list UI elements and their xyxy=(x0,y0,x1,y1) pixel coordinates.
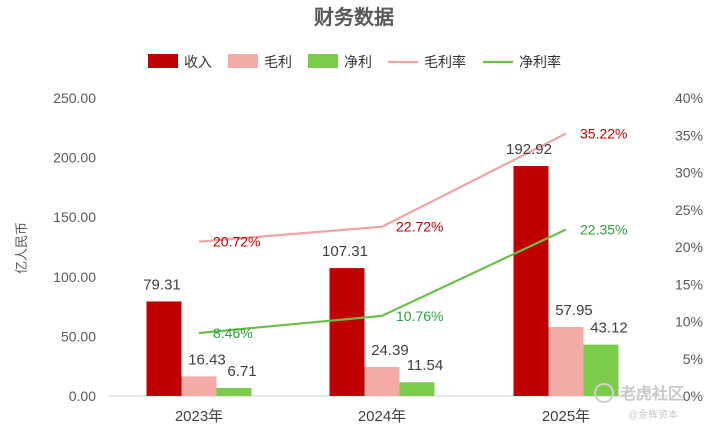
line-value-label: 10.76% xyxy=(396,308,443,324)
watermark-logo-icon xyxy=(594,383,614,403)
bars xyxy=(146,166,619,396)
bar-value-label: 11.54 xyxy=(407,357,443,374)
left-tick-label: 150.00 xyxy=(53,209,96,225)
bar-value-label: 107.31 xyxy=(322,243,368,260)
legend-swatch xyxy=(228,54,258,68)
y-axis-label: 亿人民币 xyxy=(14,222,29,274)
chart-title: 财务数据 xyxy=(314,5,394,29)
legend-swatch xyxy=(308,54,338,68)
right-tick-label: 10% xyxy=(675,314,703,330)
bar-净利 xyxy=(583,344,619,396)
bar-value-label: 16.43 xyxy=(188,351,226,368)
right-tick-label: 0% xyxy=(683,388,703,404)
left-tick-label: 100.00 xyxy=(53,269,96,285)
bar-毛利 xyxy=(548,326,584,396)
legend-label: 毛利率 xyxy=(424,54,466,70)
bar-收入 xyxy=(513,166,549,396)
line-净利率 xyxy=(198,228,567,335)
watermark-text: 老虎社区 xyxy=(619,384,684,403)
bar-收入 xyxy=(146,301,182,396)
legend-label: 毛利 xyxy=(264,54,292,70)
x-category-label: 2025年 xyxy=(542,408,590,425)
right-tick-label: 30% xyxy=(675,165,703,181)
right-tick-label: 15% xyxy=(675,276,703,292)
bar-value-label: 79.31 xyxy=(143,276,181,293)
right-tick-label: 20% xyxy=(675,239,703,255)
left-tick-label: 200.00 xyxy=(53,150,96,166)
x-category-label: 2023年 xyxy=(175,408,223,425)
lines xyxy=(198,132,567,335)
line-value-label: 22.72% xyxy=(396,219,443,235)
line-value-label: 8.46% xyxy=(213,325,253,341)
data-labels: 79.31 107.31 192.92 16.43 24.39 57.95 6.71 11.5… xyxy=(143,126,628,380)
left-axis-ticks: 0.00 50.00 100.00 150.00 200.00 250.00 xyxy=(53,90,96,404)
bar-毛利 xyxy=(364,366,400,396)
legend-label: 净利率 xyxy=(519,54,561,70)
watermark-sub: @金辉资本 xyxy=(628,408,678,421)
line-value-label: 35.22% xyxy=(580,126,627,142)
bar-净利 xyxy=(399,382,435,396)
bar-净利 xyxy=(216,388,252,396)
right-tick-label: 25% xyxy=(675,202,703,218)
left-tick-label: 0.00 xyxy=(69,388,96,404)
right-tick-label: 40% xyxy=(675,90,703,106)
bar-value-label: 192.92 xyxy=(506,141,552,158)
bar-value-label: 57.95 xyxy=(555,302,593,319)
legend-swatch xyxy=(148,54,178,68)
line-value-label: 22.35% xyxy=(580,221,627,237)
line-毛利率 xyxy=(198,132,567,243)
watermark: 老虎社区 @金辉资本 xyxy=(594,383,684,421)
right-axis-ticks: 0% 5% 10% 15% 20% 25% 30% 35% 40% xyxy=(675,90,703,404)
right-tick-label: 5% xyxy=(683,351,703,367)
left-tick-label: 50.00 xyxy=(61,328,96,344)
legend: 收入 毛利 净利 毛利率 净利率 xyxy=(148,54,561,70)
bar-value-label: 24.39 xyxy=(371,342,409,359)
left-tick-label: 250.00 xyxy=(53,90,96,106)
x-axis-categories: 2023年 2024年 2025年 xyxy=(175,408,590,425)
line-value-label: 20.72% xyxy=(213,234,260,250)
bar-value-label: 43.12 xyxy=(590,320,628,337)
bar-毛利 xyxy=(181,376,217,396)
bar-收入 xyxy=(329,268,365,396)
bar-value-label: 6.71 xyxy=(227,363,256,380)
right-tick-label: 35% xyxy=(675,127,703,143)
legend-label: 收入 xyxy=(184,54,212,70)
x-category-label: 2024年 xyxy=(358,408,406,425)
legend-label: 净利 xyxy=(344,54,372,70)
